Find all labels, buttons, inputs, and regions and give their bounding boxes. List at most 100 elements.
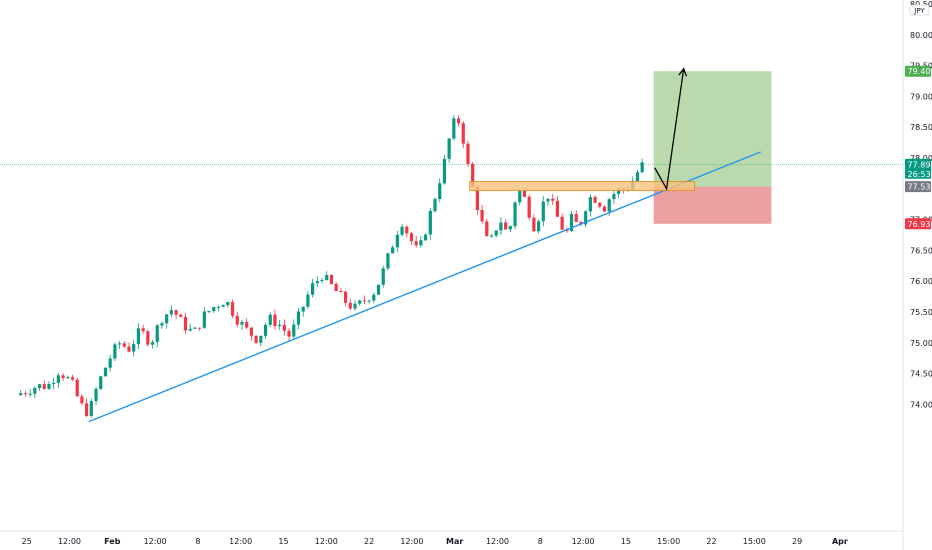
candle-body	[386, 253, 390, 269]
candle	[202, 306, 206, 329]
candle-body	[282, 324, 286, 331]
candle	[235, 311, 239, 328]
x-tick-label: 12:00	[572, 537, 595, 546]
candle-body	[518, 190, 522, 203]
candle-body	[89, 401, 93, 416]
candle-body	[551, 198, 555, 201]
candle-body	[593, 197, 597, 203]
currency-label-box: JPY	[909, 4, 930, 16]
candle	[343, 290, 348, 307]
candle	[584, 209, 588, 228]
price-badge-bg	[905, 181, 931, 193]
candle	[405, 225, 409, 238]
candle-body	[334, 283, 338, 291]
candle	[207, 310, 211, 313]
candle-body	[353, 303, 357, 309]
candle	[188, 324, 192, 332]
candle	[216, 305, 221, 312]
candle-body	[513, 202, 517, 227]
x-tick-label: 12:00	[229, 537, 252, 546]
candle	[315, 276, 319, 288]
candle	[61, 373, 65, 382]
candle-body	[301, 306, 305, 312]
candle	[325, 271, 329, 281]
candle-body	[466, 143, 470, 164]
candle-body	[117, 343, 122, 345]
candle	[282, 319, 286, 336]
y-tick-label: 74.500	[910, 370, 932, 379]
candle-body	[588, 197, 592, 212]
candle-body	[61, 375, 65, 379]
candle	[480, 204, 484, 224]
y-tick-label: 78.000	[910, 154, 932, 163]
candle	[438, 178, 442, 203]
candle	[518, 189, 522, 206]
candle-body	[598, 202, 602, 207]
candle-body	[376, 284, 381, 295]
candle	[268, 311, 272, 328]
candle-body	[278, 324, 282, 327]
candle-body	[456, 118, 461, 124]
candle	[400, 223, 404, 237]
candle-body	[452, 118, 456, 139]
candle-body	[433, 198, 437, 211]
candle-body	[113, 344, 117, 359]
trendline	[88, 151, 761, 423]
y-tick-label: 78.500	[910, 123, 932, 132]
candle-body	[235, 315, 239, 325]
candle	[452, 115, 456, 141]
candle	[132, 339, 136, 357]
candle	[19, 390, 23, 396]
candle	[254, 335, 258, 344]
x-tick-label: 8	[538, 537, 543, 546]
candle	[362, 295, 366, 305]
candle-body	[381, 268, 385, 285]
candle-body	[122, 343, 126, 347]
candle-body	[28, 393, 32, 395]
candle-body	[635, 172, 640, 182]
candle-body	[202, 311, 206, 328]
candle-body	[405, 226, 409, 234]
candle	[433, 197, 437, 213]
candle-body	[103, 367, 108, 377]
candle	[395, 230, 399, 253]
candle-body	[574, 214, 578, 222]
candle-body	[358, 300, 362, 304]
candle	[456, 115, 461, 127]
candle	[329, 274, 334, 286]
y-tick-label: 76.500	[910, 246, 932, 255]
drawings	[88, 67, 761, 423]
price-badge-label: 76.932	[908, 220, 932, 229]
candle	[320, 277, 324, 284]
candle	[391, 245, 395, 254]
candle-body	[409, 233, 414, 242]
candle	[240, 320, 244, 330]
price-badge: 76.932	[905, 218, 932, 230]
x-tick-label: 29	[792, 537, 802, 546]
candle	[508, 225, 512, 233]
candle	[37, 383, 42, 391]
candle-body	[315, 281, 319, 284]
candle	[348, 298, 352, 311]
x-tick-label: Mar	[446, 537, 463, 546]
candle-body	[329, 275, 334, 284]
candle-body	[193, 327, 197, 329]
candle-body	[75, 379, 79, 397]
candle	[442, 154, 447, 185]
candle-body	[555, 200, 560, 217]
candle-body	[169, 310, 173, 315]
candle	[334, 282, 338, 292]
candle-body	[165, 314, 169, 324]
candle	[155, 323, 159, 348]
candle-body	[447, 138, 451, 159]
currency-label: JPY	[913, 7, 925, 15]
candle	[263, 322, 268, 339]
time-axis[interactable]: 25 12:00 Feb 12:00 8 12:00 15 12:00 22 12:00 Mar 12…	[22, 537, 848, 546]
candle-body	[37, 384, 42, 389]
candle-body	[367, 300, 371, 302]
candle-body	[461, 123, 465, 144]
candle	[99, 375, 103, 391]
candle-body	[47, 384, 51, 389]
candle	[419, 235, 423, 248]
